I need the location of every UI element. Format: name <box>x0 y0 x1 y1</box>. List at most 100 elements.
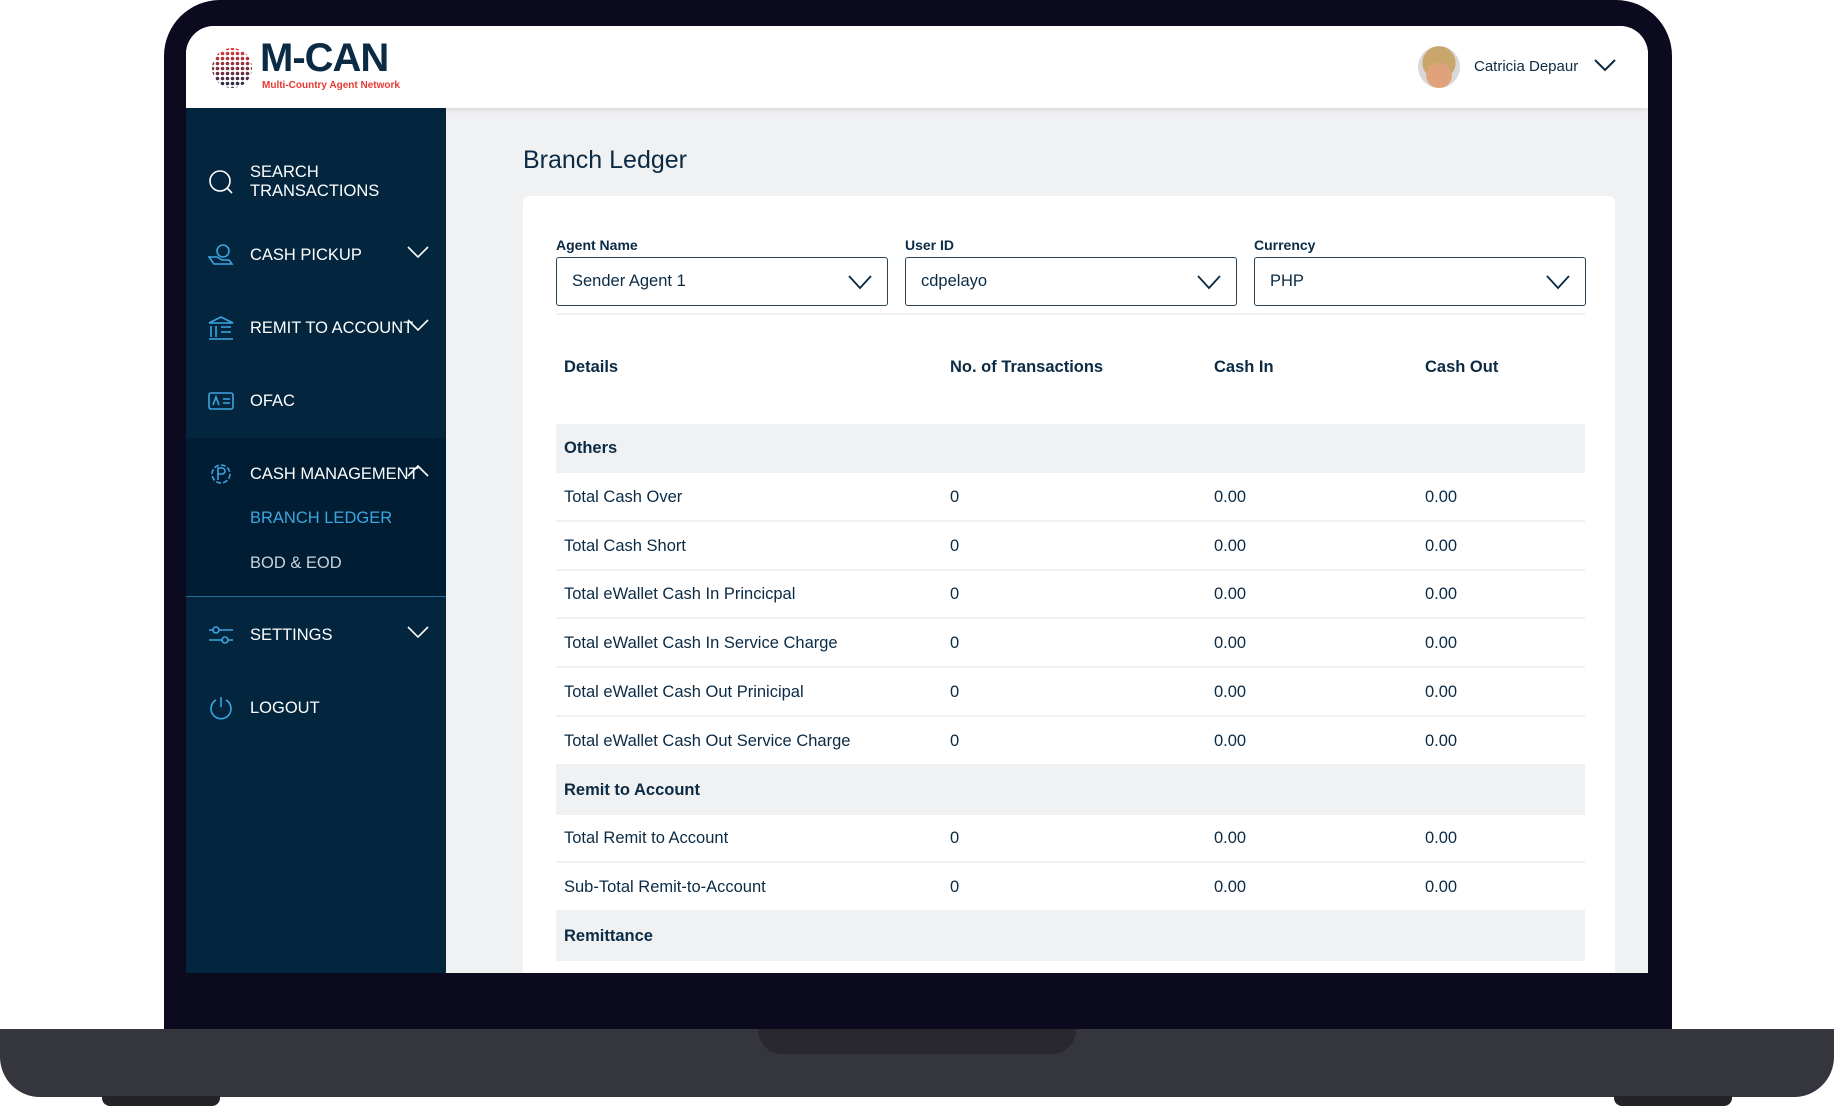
cell-cash-in: 0.00 <box>1214 683 1247 701</box>
table-row: Total Cash Short 0 0.00 0.00 <box>556 522 1585 571</box>
user-id-value: cdpelayo <box>921 272 988 290</box>
top-header: M-CAN Multi-Country Agent Network Catric… <box>186 26 1648 108</box>
sidebar-item-label: SEARCH TRANSACTIONS <box>250 163 380 200</box>
bank-icon <box>208 315 234 341</box>
sidebar-item-cash-pickup[interactable]: CASH PICKUP <box>186 235 446 275</box>
cell-details: Total Cash Over <box>564 487 683 506</box>
chevron-down-icon <box>407 319 429 332</box>
table-section-row: Remittance <box>556 912 1585 961</box>
laptop-foot <box>102 1096 220 1106</box>
table-row: Total eWallet Cash In Service Charge 0 0.0… <box>556 619 1585 669</box>
sidebar-item-ofac[interactable]: OFAC <box>186 381 446 421</box>
user-id-select[interactable]: cdpelayo <box>905 257 1237 306</box>
cell-transactions: 0 <box>950 683 960 701</box>
sidebar: SEARCH TRANSACTIONS CASH PICKUP REMIT TO… <box>186 108 446 973</box>
table-header: Details No. of Transactions Cash In Cash… <box>556 343 1585 392</box>
sidebar-item-label: SETTINGS <box>250 625 333 644</box>
cell-details: Total eWallet Cash Out Service Charge <box>564 731 851 750</box>
sidebar-item-cash-management[interactable]: CASH MANAGEMENT <box>186 454 446 494</box>
agent-name-select[interactable]: Sender Agent 1 <box>556 257 888 306</box>
table-section-row: Remit to Account <box>556 765 1585 815</box>
chevron-down-icon <box>1197 275 1221 290</box>
cell-cash-out: 0.00 <box>1425 731 1458 750</box>
section-label: Remittance <box>564 927 653 945</box>
chevron-down-icon <box>407 246 429 259</box>
cell-transactions: 0 <box>950 634 960 653</box>
brand-name: M-CAN <box>260 36 389 80</box>
cell-details: Total eWallet Cash Out Prinicipal <box>564 683 804 701</box>
table-row: Total Cash Over 0 0.00 0.00 <box>556 473 1585 522</box>
currency-label: Currency <box>1254 237 1316 253</box>
column-header-transactions: No. of Transactions <box>950 358 1104 376</box>
ledger-card: Agent Name User ID Currency Sender Agent… <box>523 196 1615 973</box>
cell-transactions: 0 <box>950 731 960 750</box>
cell-transactions: 0 <box>950 487 960 506</box>
cell-transactions: 0 <box>950 829 960 848</box>
currency-select[interactable]: PHP <box>1254 257 1586 306</box>
cell-cash-out: 0.00 <box>1425 634 1458 653</box>
cell-details: Sub-Total Remit-to-Account <box>564 878 766 897</box>
cell-details: Total eWallet Cash In Princicpal <box>564 585 796 604</box>
sidebar-item-label: LOGOUT <box>250 698 320 717</box>
cash-pickup-icon <box>208 242 234 268</box>
id-card-icon <box>208 388 234 414</box>
brand-tagline: Multi-Country Agent Network <box>262 80 400 91</box>
table-row: Total Remittance Amend00.000.00 <box>556 961 1585 973</box>
sliders-icon <box>208 622 234 648</box>
sidebar-item-settings[interactable]: SETTINGS <box>186 615 446 655</box>
cash-management-section <box>186 438 446 597</box>
table-row: Total Remit to Account 0 0.00 0.00 <box>556 814 1585 864</box>
sidebar-item-label: CASH MANAGEMENT <box>250 464 419 483</box>
user-id-label: User ID <box>905 237 955 253</box>
avatar[interactable] <box>1418 46 1460 88</box>
page-title: Branch Ledger <box>523 146 688 174</box>
cell-cash-in: 0.00 <box>1214 585 1247 604</box>
cell-cash-out: 0.00 <box>1425 487 1458 506</box>
table-row: Total eWallet Cash Out Service Charge 0 0.… <box>556 717 1585 766</box>
table-row: Sub-Total Remit-to-Account 0 0.00 0.00 <box>556 863 1585 913</box>
cell-transactions: 0 <box>950 536 960 555</box>
user-name[interactable]: Catricia Depaur <box>1474 58 1579 75</box>
sidebar-item-logout[interactable]: LOGOUT <box>186 688 446 728</box>
laptop-foot <box>1614 1096 1732 1106</box>
cell-transactions: 0 <box>950 585 960 604</box>
globe-logo-icon <box>212 48 252 88</box>
cell-cash-in: 0.00 <box>1214 878 1247 897</box>
agent-name-label: Agent Name <box>556 237 638 253</box>
sidebar-subitem-branch-ledger[interactable]: BRANCH LEDGER <box>250 509 393 527</box>
cell-details: Total Remit to Account <box>564 829 729 848</box>
currency-value: PHP <box>1270 272 1304 290</box>
cell-cash-out: 0.00 <box>1425 683 1458 701</box>
table-row: Total eWallet Cash Out Prinicipal 0 0.00 0.… <box>556 668 1585 717</box>
chevron-down-icon[interactable] <box>1593 58 1617 72</box>
cell-cash-out: 0.00 <box>1425 829 1458 848</box>
sidebar-subitem-bod-eod[interactable]: BOD & EOD <box>250 554 342 572</box>
sidebar-item-search-transactions[interactable]: SEARCH TRANSACTIONS <box>186 162 446 202</box>
table-row: Total eWallet Cash In Princicpal 0 0.00 0.0… <box>556 570 1585 620</box>
cell-transactions: 0 <box>950 878 960 897</box>
sidebar-item-label: REMIT TO ACCOUNT <box>250 318 414 337</box>
divider <box>556 313 1585 315</box>
agent-name-value: Sender Agent 1 <box>572 272 686 290</box>
chevron-down-icon <box>407 626 429 639</box>
cell-details: Total eWallet Cash In Service Charge <box>564 634 838 653</box>
gear-peso-icon <box>208 461 234 487</box>
cell-cash-out: 0.00 <box>1425 878 1458 897</box>
chevron-down-icon <box>848 275 872 290</box>
chevron-up-icon <box>407 464 429 477</box>
cell-cash-in: 0.00 <box>1214 487 1247 506</box>
column-header-cash-in: Cash In <box>1214 358 1274 376</box>
power-icon <box>208 695 234 721</box>
cell-details: Total Cash Short <box>564 536 686 555</box>
cell-cash-out: 0.00 <box>1425 585 1458 604</box>
sidebar-item-label: CASH PICKUP <box>250 245 362 264</box>
app-screen: M-CAN Multi-Country Agent Network Catric… <box>186 26 1648 973</box>
laptop-notch <box>758 1029 1076 1054</box>
sidebar-item-label: OFAC <box>250 391 295 410</box>
search-icon <box>208 169 234 195</box>
column-header-details: Details <box>564 358 619 376</box>
column-header-cash-out: Cash Out <box>1425 358 1499 376</box>
sidebar-item-remit-to-account[interactable]: REMIT TO ACCOUNT <box>186 308 446 348</box>
cell-cash-in: 0.00 <box>1214 536 1247 555</box>
chevron-down-icon <box>1546 275 1570 290</box>
